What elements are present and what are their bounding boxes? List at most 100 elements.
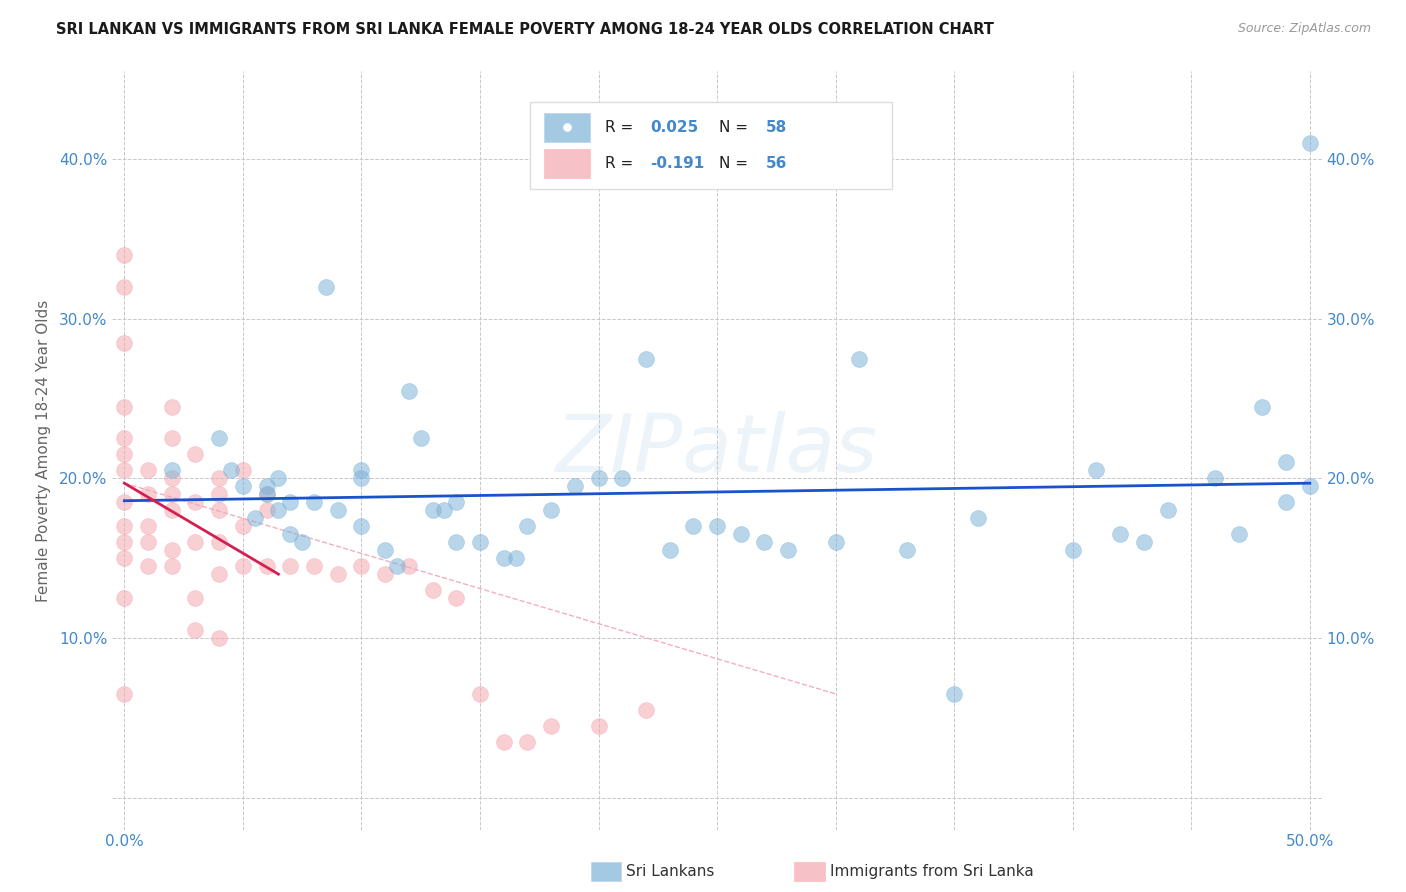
- Text: Sri Lankans: Sri Lankans: [626, 864, 714, 879]
- Point: [1275, 495, 1298, 509]
- Point: [516, 519, 538, 533]
- Point: [160, 503, 183, 517]
- Point: [112, 463, 135, 477]
- Point: [468, 687, 491, 701]
- Point: [1275, 455, 1298, 469]
- Text: R =: R =: [605, 155, 638, 170]
- Point: [492, 735, 515, 749]
- Point: [256, 559, 278, 574]
- Point: [374, 567, 396, 582]
- Point: [112, 248, 135, 262]
- Text: -0.191: -0.191: [651, 155, 704, 170]
- Point: [160, 559, 183, 574]
- Text: 0.025: 0.025: [651, 120, 699, 135]
- Point: [730, 527, 752, 541]
- Point: [278, 495, 301, 509]
- Point: [160, 400, 183, 414]
- Point: [112, 551, 135, 566]
- Point: [160, 463, 183, 477]
- Point: [326, 567, 349, 582]
- Point: [136, 463, 159, 477]
- Point: [896, 543, 918, 558]
- Point: [1251, 400, 1274, 414]
- FancyBboxPatch shape: [530, 102, 893, 189]
- Point: [1227, 527, 1250, 541]
- Point: [208, 471, 231, 485]
- Point: [112, 432, 135, 446]
- Point: [302, 559, 325, 574]
- Point: [112, 447, 135, 461]
- Y-axis label: Female Poverty Among 18-24 Year Olds: Female Poverty Among 18-24 Year Olds: [35, 300, 51, 601]
- Point: [160, 543, 183, 558]
- Point: [160, 471, 183, 485]
- Point: [267, 503, 290, 517]
- Point: [315, 280, 337, 294]
- Point: [422, 503, 444, 517]
- Point: [1299, 479, 1322, 493]
- FancyBboxPatch shape: [544, 149, 591, 178]
- Point: [634, 703, 657, 717]
- Point: [256, 487, 278, 501]
- Point: [446, 495, 468, 509]
- Point: [208, 503, 231, 517]
- Point: [1299, 136, 1322, 151]
- Point: [824, 535, 846, 549]
- Point: [278, 559, 301, 574]
- Point: [208, 535, 231, 549]
- Point: [350, 559, 373, 574]
- Point: [943, 687, 966, 701]
- Point: [468, 535, 491, 549]
- Point: [136, 559, 159, 574]
- Point: [658, 543, 681, 558]
- Point: [433, 503, 456, 517]
- Point: [136, 519, 159, 533]
- Point: [398, 384, 420, 398]
- Point: [256, 503, 278, 517]
- FancyBboxPatch shape: [544, 113, 591, 142]
- Point: [778, 543, 800, 558]
- Text: Immigrants from Sri Lanka: Immigrants from Sri Lanka: [830, 864, 1033, 879]
- Point: [112, 280, 135, 294]
- Point: [350, 463, 373, 477]
- Text: Source: ZipAtlas.com: Source: ZipAtlas.com: [1237, 22, 1371, 36]
- Point: [350, 519, 373, 533]
- Point: [540, 719, 562, 733]
- Text: R =: R =: [605, 120, 638, 135]
- Point: [492, 551, 515, 566]
- Point: [1085, 463, 1108, 477]
- Point: [184, 535, 207, 549]
- Point: [374, 543, 396, 558]
- Point: [184, 447, 207, 461]
- Text: N =: N =: [720, 155, 754, 170]
- Point: [256, 487, 278, 501]
- Point: [634, 351, 657, 366]
- Point: [208, 487, 231, 501]
- Point: [219, 463, 242, 477]
- Point: [184, 495, 207, 509]
- Point: [112, 535, 135, 549]
- Point: [848, 351, 870, 366]
- Point: [112, 591, 135, 606]
- Point: [184, 623, 207, 637]
- Point: [278, 527, 301, 541]
- Point: [112, 687, 135, 701]
- Point: [112, 335, 135, 350]
- Point: [256, 479, 278, 493]
- Point: [1204, 471, 1226, 485]
- Point: [1109, 527, 1132, 541]
- Point: [136, 487, 159, 501]
- Point: [302, 495, 325, 509]
- Point: [208, 567, 231, 582]
- Point: [422, 583, 444, 598]
- Point: [385, 559, 408, 574]
- Point: [112, 519, 135, 533]
- Text: 56: 56: [765, 155, 787, 170]
- Point: [136, 535, 159, 549]
- Point: [966, 511, 988, 525]
- Point: [184, 591, 207, 606]
- Point: [588, 719, 610, 733]
- Point: [267, 471, 290, 485]
- Point: [1062, 543, 1084, 558]
- Point: [446, 591, 468, 606]
- Point: [754, 535, 776, 549]
